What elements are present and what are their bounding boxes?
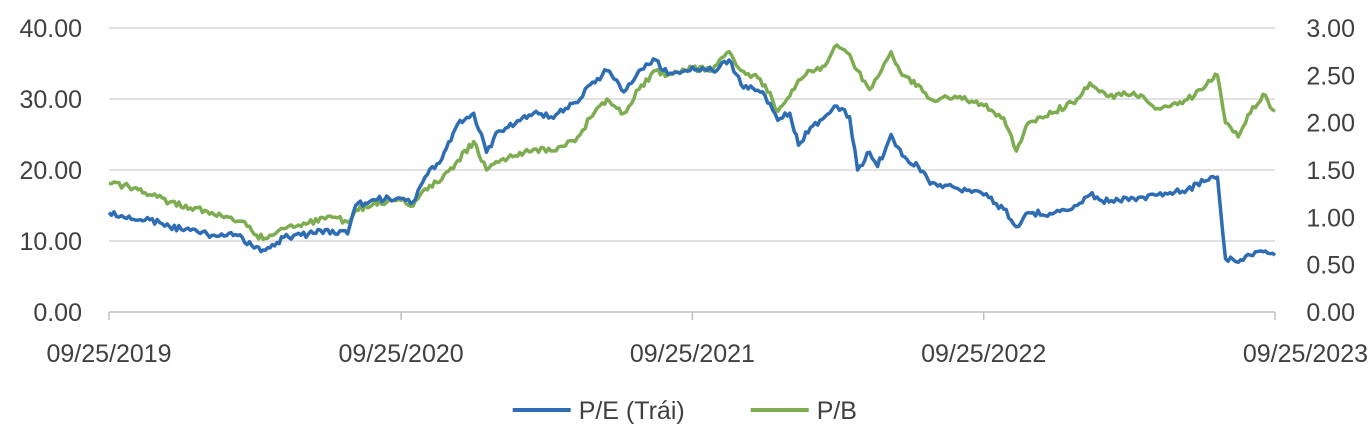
series-line [107,57,1277,265]
y2-tick-label: 0.50 [1306,252,1355,280]
y2-tick-label: 2.00 [1306,110,1355,138]
y-tick-label: 0.00 [33,299,82,327]
series-lines [107,43,1277,265]
y2-tick-label: 2.50 [1306,62,1355,90]
y-tick-label: 20.00 [19,157,82,185]
x-tick-label: 09/25/2022 [921,340,1046,368]
y2-tick-label: 1.00 [1306,204,1355,232]
x-tick-label: 09/25/2021 [630,340,755,368]
x-tick-label: 09/25/2019 [46,340,171,368]
y2-tick-label: 0.00 [1306,299,1355,327]
y2-tick-label: 3.00 [1306,15,1355,43]
y2-tick-label: 1.50 [1306,157,1355,185]
y-axis-right: 0.00 0.50 1.00 1.50 2.00 2.50 3.00 [1306,15,1355,327]
gridlines [109,27,1275,242]
x-axis: 09/25/2019 09/25/2020 09/25/2021 09/25/2022… [46,312,1368,368]
legend-item: P/E (Trái) [512,397,685,425]
x-tick-label: 09/25/2023 [1243,340,1368,368]
y-axis-left: 0.00 10.00 20.00 30.00 40.00 [19,15,82,327]
series-line [108,43,1276,242]
y-tick-label: 10.00 [19,228,82,256]
y-tick-label: 30.00 [19,86,82,114]
legend-item: P/B [750,397,857,425]
y-tick-label: 40.00 [19,15,82,43]
legend-label: P/B [817,397,857,425]
legend-label: P/E (Trái) [579,397,685,425]
x-tick-label: 09/25/2020 [339,340,464,368]
legend: P/E (Trái) P/B [512,397,857,425]
